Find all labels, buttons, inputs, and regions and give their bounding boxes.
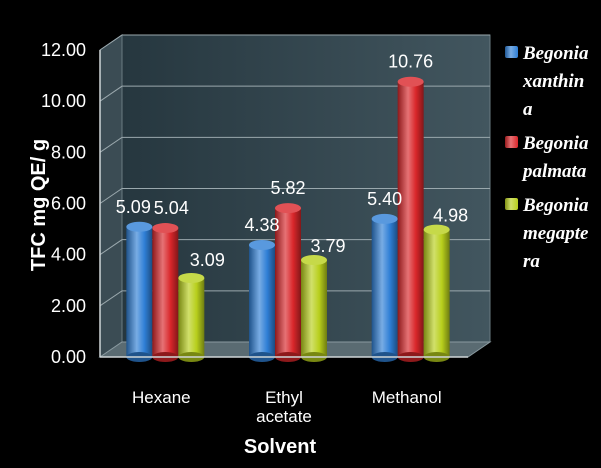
- bar-begonia-palmata-ethyl-acetate: [275, 203, 301, 362]
- x-tick-label-methanol: Methanol: [372, 388, 442, 407]
- bar-begonia-megaptera-methanol: [423, 224, 450, 362]
- y-tick-label: 6.00: [51, 194, 86, 214]
- data-label-begonia-megaptera-methanol: 4.98: [433, 206, 468, 226]
- bar-begonia-xanthina-methanol: [371, 213, 398, 362]
- legend-item-begonia-palmata: Begonia palmata: [503, 130, 599, 186]
- y-tick-label: 4.00: [51, 245, 86, 265]
- legend-item-begonia-megaptera: Begonia megaptera: [503, 192, 599, 276]
- bar-begonia-xanthina-ethyl-acetate: [249, 239, 275, 362]
- bar-begonia-palmata-hexane: [152, 223, 179, 362]
- bar-begonia-xanthina-hexane: [126, 221, 153, 362]
- data-label-begonia-xanthina-methanol: 5.40: [367, 189, 402, 209]
- legend-item-begonia-xanthina: Begonia xanthina: [503, 40, 599, 124]
- legend-label-begonia-megaptera: Begonia megaptera: [523, 195, 589, 272]
- y-axis-title: TFC mg QE/ g: [28, 139, 50, 271]
- legend-swatch-begonia-megaptera: [505, 198, 518, 210]
- legend: Begonia xanthina Begonia palmata Begonia…: [503, 40, 599, 282]
- y-tick-label: 0.00: [51, 347, 86, 367]
- data-label-begonia-xanthina-hexane: 5.09: [116, 197, 151, 217]
- legend-swatch-begonia-palmata: [505, 136, 518, 148]
- bar-begonia-palmata-methanol: [397, 76, 424, 362]
- gridline: [99, 188, 490, 204]
- data-label-begonia-palmata-methanol: 10.76: [388, 52, 433, 72]
- legend-label-begonia-xanthina: Begonia xanthina: [523, 43, 589, 120]
- y-tick-label: 12.00: [41, 40, 86, 60]
- x-tick-label-ethyl-acetate: Ethyl acetate: [256, 388, 312, 426]
- data-label-begonia-megaptera-ethyl-acetate: 3.79: [310, 236, 345, 256]
- data-label-begonia-palmata-hexane: 5.04: [154, 198, 189, 218]
- y-tick-label: 8.00: [51, 142, 86, 162]
- legend-swatch-begonia-xanthina: [505, 46, 518, 58]
- gridline: [99, 34, 490, 51]
- legend-label-begonia-palmata: Begonia palmata: [523, 133, 589, 182]
- data-label-begonia-palmata-ethyl-acetate: 5.82: [270, 178, 305, 198]
- gridline: [99, 85, 490, 102]
- gridline: [99, 290, 490, 307]
- data-label-begonia-xanthina-ethyl-acetate: 4.38: [244, 215, 279, 235]
- x-axis-title: Solvent: [244, 436, 317, 458]
- data-label-begonia-megaptera-hexane: 3.09: [190, 250, 225, 270]
- y-tick-label: 10.00: [41, 91, 86, 111]
- gridline: [99, 136, 490, 153]
- x-tick-label-hexane: Hexane: [132, 388, 191, 407]
- bar-begonia-megaptera-hexane: [178, 272, 205, 362]
- gridline: [99, 239, 490, 256]
- y-tick-label: 2.00: [51, 296, 86, 316]
- bar-begonia-megaptera-ethyl-acetate: [301, 255, 327, 362]
